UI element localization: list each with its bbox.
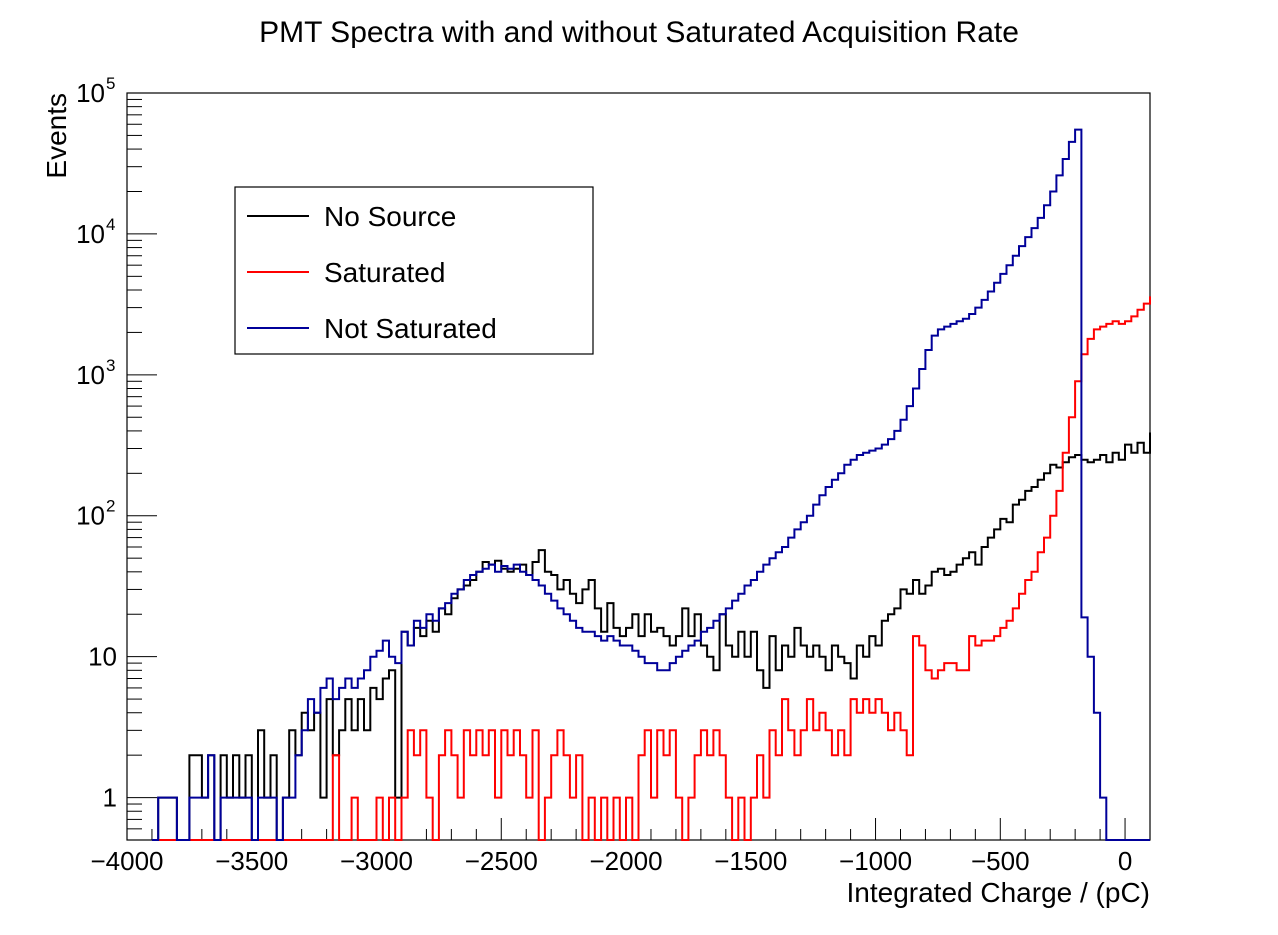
x-tick-label: −3000 — [340, 846, 413, 876]
x-tick-label: −3500 — [215, 846, 288, 876]
legend-label-0: No Source — [324, 201, 456, 232]
x-axis-label: Integrated Charge / (pC) — [847, 877, 1151, 908]
y-tick-label: 10 — [76, 360, 105, 390]
series-line-0 — [152, 432, 1151, 841]
y-tick-exponent: 2 — [106, 497, 115, 516]
legend-label-1: Saturated — [324, 257, 445, 288]
legend: No Source Saturated Not Saturated — [234, 186, 594, 355]
x-tick-label: −4000 — [90, 846, 163, 876]
y-axis-label: Events — [41, 93, 72, 179]
y-tick-exponent: 5 — [106, 74, 115, 93]
x-tick-label: −1500 — [714, 846, 787, 876]
legend-label-2: Not Saturated — [324, 313, 497, 344]
y-tick-label: 10 — [76, 78, 105, 108]
y-tick-exponent: 4 — [106, 215, 115, 234]
y-tick-label: 10 — [76, 219, 105, 249]
x-tick-label: 0 — [1118, 846, 1132, 876]
x-tick-label: −500 — [971, 846, 1030, 876]
y-tick-exponent: 3 — [106, 356, 115, 375]
chart-title: PMT Spectra with and without Saturated A… — [259, 16, 1019, 49]
y-tick-label: 1 — [103, 783, 117, 813]
series-line-2 — [152, 128, 1150, 841]
x-tick-label: −1000 — [839, 846, 912, 876]
x-axis: −4000 −3500 −3000 −2500 −2000 −1500 −1000 −500 0 — [90, 818, 1151, 876]
legend-box — [234, 186, 594, 355]
series-line-1 — [152, 296, 1151, 841]
y-tick-label: 10 — [88, 642, 117, 672]
series-layer — [152, 128, 1151, 841]
x-tick-label: −2500 — [465, 846, 538, 876]
y-tick-label: 10 — [76, 501, 105, 531]
x-tick-label: −2000 — [590, 846, 663, 876]
